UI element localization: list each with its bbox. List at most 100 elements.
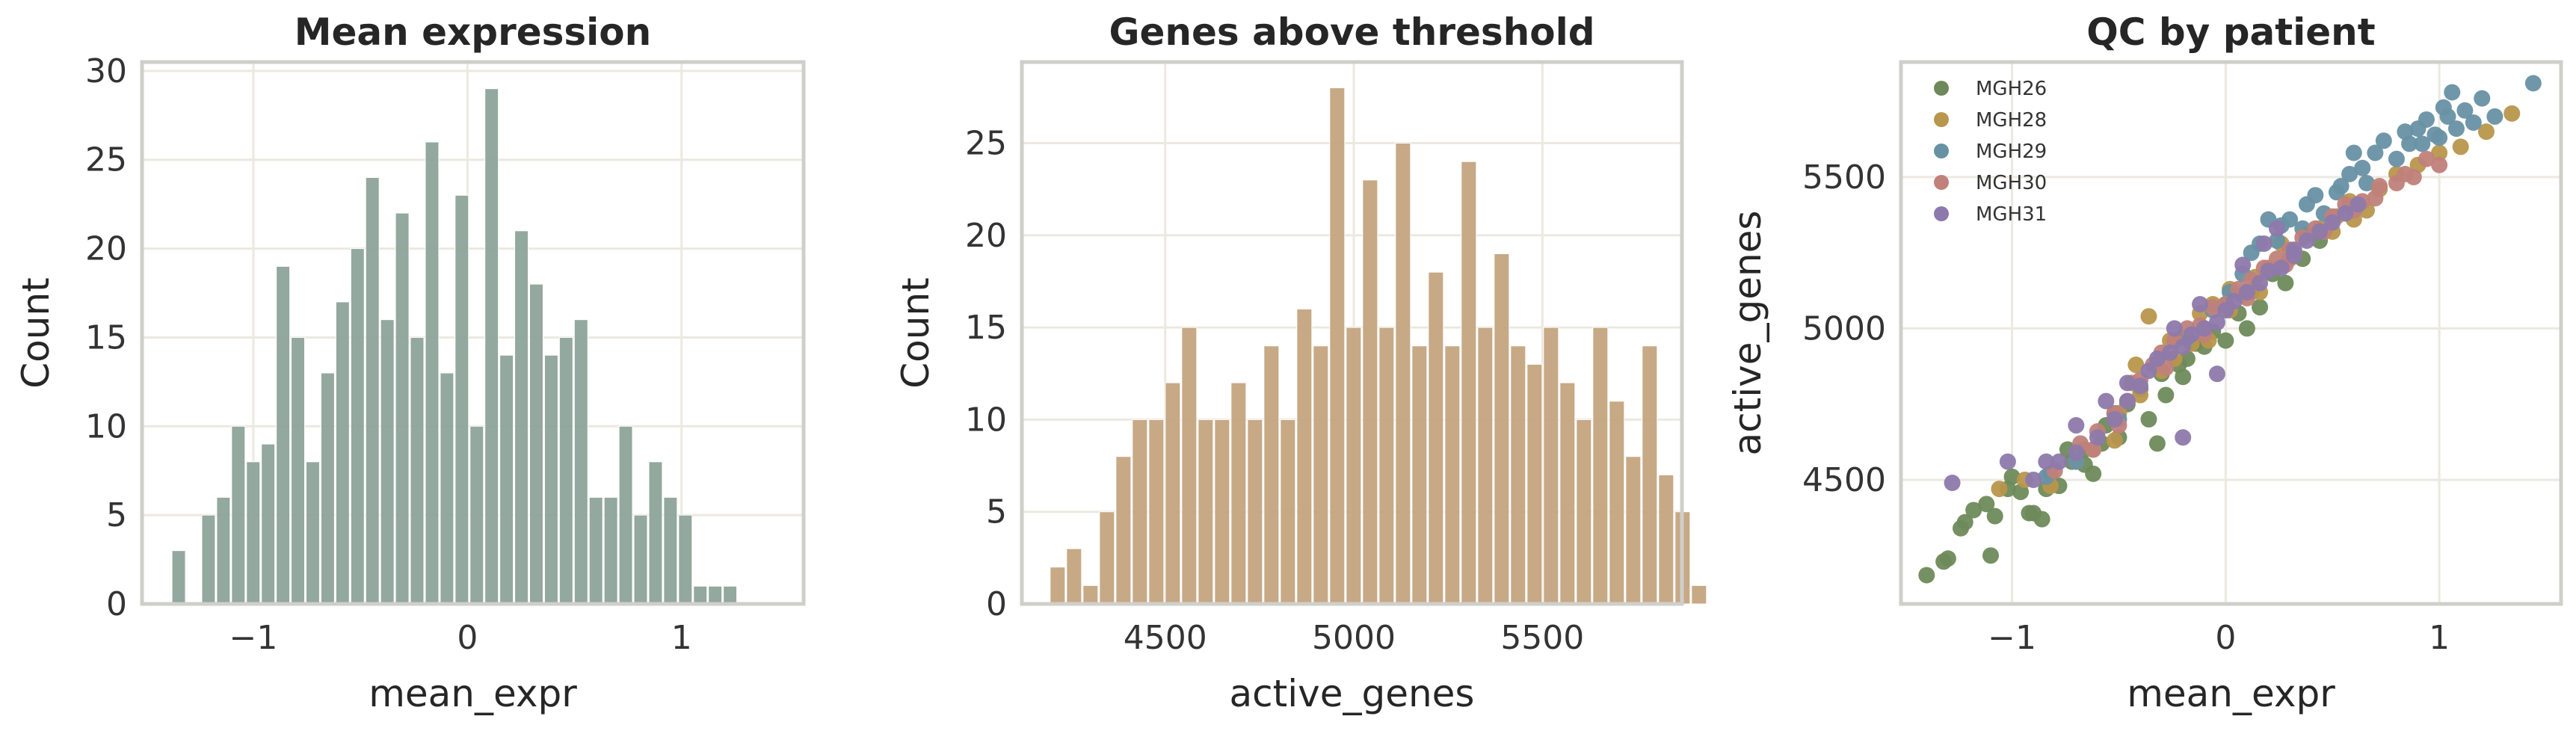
histogram-bar [201,514,216,605]
histogram-bar [1461,161,1477,605]
plot-frame [1020,60,1684,606]
scatter-point-mgh31 [2175,429,2192,446]
scatter-point-mgh29 [2486,108,2503,125]
histogram-bar [306,461,320,605]
scatter-point-mgh31 [2225,292,2243,309]
scatter-point-mgh26 [2003,468,2021,485]
histogram-bar [1148,419,1165,605]
scatter-point-mgh26 [1918,567,1935,584]
y-tick-label: 0 [986,585,1007,623]
scatter-point-mgh31 [2038,453,2055,470]
panel-genes-above-threshold: 4500 5000 5500 0 5 10 15 20 25 Genes above thresh… [894,10,1707,715]
histogram-bar [484,88,499,605]
scatter-point-mgh31 [2252,274,2269,292]
histogram-bar [723,585,738,605]
scatter-point-mgh31 [2324,214,2341,231]
histogram-bar [1592,327,1609,605]
scatter-point-mgh29 [2332,178,2349,195]
y-tick-label: 10 [965,401,1007,439]
histogram-bar [1494,253,1510,605]
scatter-point-mgh30 [2418,150,2435,167]
scatter-point-mgh26 [1965,502,1982,519]
histogram-bar [276,265,291,605]
histogram-bar [514,230,529,605]
scatter-point-mgh31 [2208,366,2225,383]
histogram-bar [1411,345,1428,605]
scatter-point-mgh30 [2367,190,2384,207]
histogram-bar [1428,271,1444,605]
scatter-point-mgh30 [2431,156,2448,173]
histogram-bar [1247,419,1263,605]
scatter-point-mgh29 [2447,120,2465,138]
scatter-point-mgh28 [2127,357,2145,374]
scatter-point-mgh29 [2375,132,2392,149]
legend-label-mgh26: MGH26 [1976,78,2047,100]
scatter-point-mgh31 [2119,374,2136,392]
scatter-point-mgh26 [2148,435,2166,452]
histogram-bar [499,354,514,605]
x-axis-label: mean_expr [2127,672,2335,715]
legend-marker-mgh30 [1934,175,1949,190]
scatter-point-mgh31 [2183,326,2200,343]
scatter-point-mgh26 [2157,386,2175,404]
y-tick-label: 5 [986,493,1007,531]
x-tick-label: 4500 [1124,619,1207,657]
panel-qc-by-patient: −1 0 1 4500 5000 5500 QC by patient mean_expr ac… [1726,10,2563,715]
scatter-point-mgh26 [2140,410,2157,428]
y-tick-label: 20 [965,217,1007,255]
scatter-point-mgh26 [1982,547,2000,564]
scatter-point-mgh29 [2388,150,2405,167]
scatter-point-mgh31 [2337,205,2354,222]
histogram-bar [708,585,723,605]
histogram-bar [455,194,469,605]
histogram-bar [1165,382,1181,605]
scatter-point-mgh26 [1978,496,1995,513]
plot-frame [140,60,806,606]
scatter-point-mgh31 [2311,223,2329,240]
y-tick-label: 4500 [1802,461,1886,499]
histogram-bar [663,496,678,605]
scatter-point-mgh29 [2524,75,2542,92]
legend-label-mgh30: MGH30 [1976,172,2047,194]
histogram-bar [678,514,693,605]
scatter-point-mgh31 [2119,392,2136,410]
histogram-bar [648,461,663,605]
scatter-point-mgh29 [2358,175,2375,192]
y-tick-label: 0 [106,585,127,623]
scatter-point-mgh26 [2175,368,2192,386]
scatter-point-mgh31 [2298,232,2315,249]
scatter-point-mgh29 [2345,144,2362,161]
histogram-bar [529,283,543,605]
histogram-bar [1642,345,1658,605]
histogram-bar [1132,419,1148,605]
scatter-point-mgh26 [1956,514,1973,531]
scatter-point-mgh31 [2238,283,2255,300]
histogram-bar [1362,179,1378,605]
histogram-bar [320,372,335,605]
scatter-point-mgh26 [2252,299,2269,316]
x-tick-label: 0 [457,619,478,657]
histogram-bar [440,372,455,605]
scatter-point-mgh29 [2435,99,2452,116]
scatter-point-mgh29 [2354,159,2371,176]
histogram-bar [1198,419,1214,605]
scatter-point-mgh28 [1991,481,2008,498]
histogram-bar [1082,585,1099,605]
scatter-point-mgh28 [2140,308,2157,325]
legend: MGH26 MGH28 MGH29 MGH30 MGH31 [1934,78,2047,226]
histogram-bar [543,354,558,605]
scatter-point-mgh29 [2444,84,2461,101]
scatter-point-mgh29 [2426,126,2444,144]
x-axis-label: active_genes [1230,672,1475,715]
y-axis-label: Count [894,277,937,389]
histogram-bar [1181,327,1198,605]
histogram-bar [1313,345,1329,605]
histogram-bar [1477,327,1494,605]
scatter-point-mgh29 [2414,135,2431,152]
scatter-point-mgh26 [2217,332,2234,349]
scatter-point-mgh31 [2260,262,2277,280]
y-tick-label: 5500 [1802,158,1886,197]
histogram-bar [1543,327,1559,605]
y-tick-label: 5 [106,496,127,534]
